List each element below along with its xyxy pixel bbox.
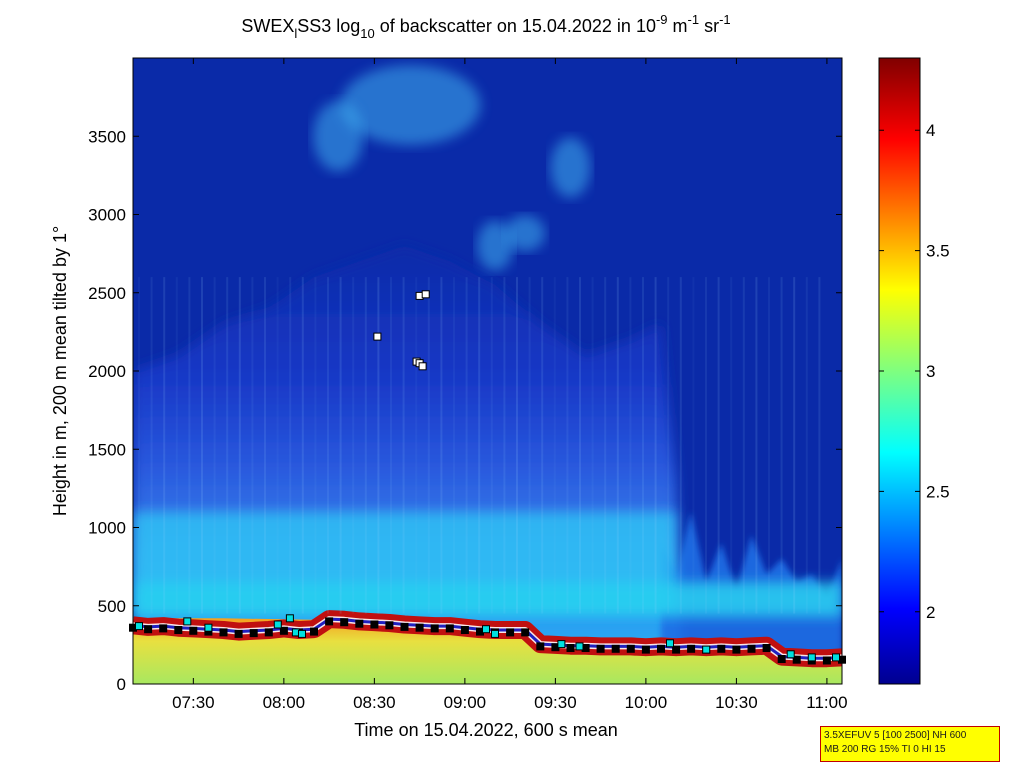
series-1-marker (325, 617, 334, 626)
series-1-marker (460, 626, 469, 634)
series-2-marker (491, 629, 499, 638)
series-1-marker (611, 644, 620, 653)
series-1-marker (747, 644, 756, 653)
settings-info-box: 3.5XEFUV 5 [100 2500] NH 600 MB 200 RG 1… (820, 726, 1000, 762)
series-1-marker (370, 620, 379, 629)
low-haze-layer (133, 511, 842, 617)
series-1-marker (400, 622, 409, 631)
y-tick-label: 1500 (88, 440, 126, 459)
colorbar-tick-label: 2 (926, 603, 935, 622)
series-1-marker (385, 621, 394, 630)
y-tick-label: 3500 (88, 127, 126, 146)
series-1-marker (279, 626, 288, 635)
series-1-marker (717, 644, 726, 653)
series-1-marker (657, 644, 665, 653)
series-1-marker (159, 624, 168, 633)
x-tick-label: 09:00 (444, 693, 487, 712)
heatmap-plot-area (133, 58, 842, 684)
x-tick-label: 08:30 (353, 693, 396, 712)
y-axis-label: Height in m, 200 m mean tilted by 1° (50, 226, 70, 516)
colorbar-tick-label: 2.5 (926, 482, 950, 501)
series-1-marker (144, 625, 153, 634)
colorbar-gradient (879, 58, 920, 684)
series-1-marker (687, 644, 696, 653)
series-2-marker (183, 617, 192, 626)
series-1-marker (762, 644, 771, 652)
series-1-marker (792, 655, 801, 664)
series-1-marker (174, 626, 183, 634)
x-tick-label: 11:00 (806, 693, 847, 712)
series-2-marker (285, 614, 294, 623)
series-1-marker (445, 624, 454, 633)
series-1-marker (506, 628, 515, 637)
x-tick-label: 08:00 (263, 693, 306, 712)
series-2-marker (666, 639, 674, 648)
series-1-marker (340, 618, 349, 627)
series-1-marker (777, 655, 786, 663)
series-3-marker (418, 362, 427, 371)
series-1-marker (626, 644, 635, 653)
series-1-marker (521, 628, 530, 637)
info-line-2: MB 200 RG 15% TI 0 HI 15 (824, 744, 946, 755)
y-tick-label: 500 (98, 597, 126, 616)
x-tick-label: 10:00 (625, 693, 668, 712)
series-2-marker (807, 653, 816, 662)
series-1-marker (430, 624, 439, 633)
y-tick-label: 3000 (88, 206, 126, 225)
series-2-marker (135, 622, 143, 631)
series-2-marker (575, 642, 584, 651)
x-axis-label: Time on 15.04.2022, 600 s mean (354, 720, 618, 740)
backscatter-streaks (138, 277, 821, 614)
colorbar: 2 2.5 3 3.5 4 (878, 57, 950, 685)
series-1-marker (596, 644, 605, 653)
series-1-marker (672, 645, 681, 654)
series-2-marker (702, 645, 711, 654)
series-1-marker (219, 628, 228, 637)
colorbar-ticks: 2 2.5 3 3.5 4 (879, 121, 950, 622)
x-tick-label: 07:30 (172, 693, 215, 712)
series-1-marker (355, 619, 364, 628)
y-tick-label: 0 (117, 675, 126, 694)
series-1-marker (536, 642, 545, 651)
y-tick-label: 1000 (88, 519, 126, 538)
boundary-layer-markers (129, 290, 846, 665)
colorbar-tick-label: 4 (926, 121, 935, 140)
series-1-marker (310, 627, 318, 636)
colorbar-tick-label: 3 (926, 362, 935, 381)
series-2-marker (204, 623, 213, 632)
series-1-marker (189, 626, 198, 635)
y-axis: 0 500 1000 1500 2000 2500 3000 3500 (88, 127, 842, 694)
chart-title: SWEXlSS3 log10 of backscatter on 15.04.2… (241, 12, 730, 41)
info-line-1: 3.5XEFUV 5 [100 2500] NH 600 (824, 730, 967, 741)
series-1-marker (641, 645, 650, 654)
series-2-marker (832, 653, 840, 662)
series-2-marker (273, 620, 282, 629)
series-1-marker (264, 628, 273, 637)
series-1-marker (234, 629, 243, 638)
series-2-marker (786, 650, 795, 659)
series-2-marker (557, 640, 566, 649)
x-tick-label: 09:30 (534, 693, 577, 712)
series-3-marker (421, 290, 430, 299)
series-2-marker (482, 625, 490, 634)
series-1-marker (822, 656, 831, 665)
series-1-marker (415, 623, 424, 632)
y-tick-label: 2000 (88, 362, 126, 381)
series-2-marker (298, 629, 306, 638)
x-axis: 07:30 08:00 08:30 09:00 09:30 10:00 10:30 11:00 (172, 58, 848, 712)
colorbar-tick-label: 3.5 (926, 242, 950, 261)
series-3-marker (373, 332, 382, 341)
series-1-marker (732, 645, 741, 654)
x-tick-label: 10:30 (715, 693, 758, 712)
series-1-marker (249, 629, 258, 638)
y-tick-label: 2500 (88, 284, 126, 303)
series-1-marker (566, 644, 575, 652)
